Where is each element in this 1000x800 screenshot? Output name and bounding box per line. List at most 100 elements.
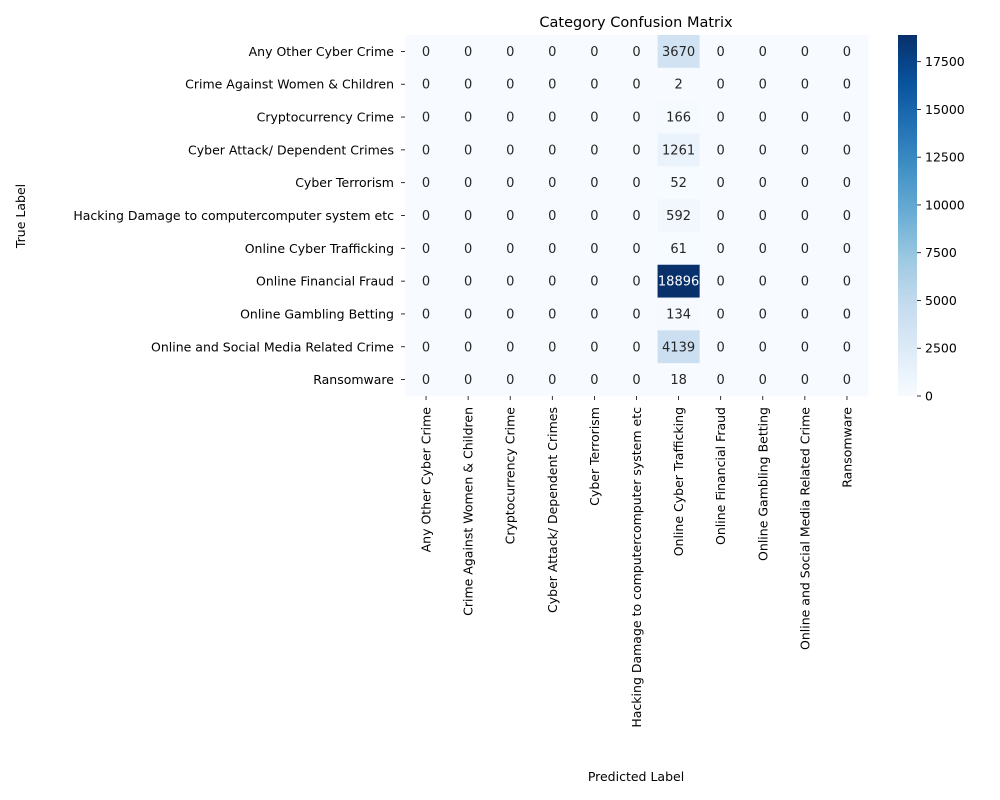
heatmap-cell <box>657 330 701 364</box>
heatmap-cell <box>783 35 827 69</box>
cell-value-label: 0 <box>843 340 851 355</box>
heatmap-cell <box>741 67 785 102</box>
cell-value-label: 0 <box>801 209 809 224</box>
heatmap-cell <box>447 67 490 102</box>
cell-value-label: 3670 <box>662 45 695 60</box>
heatmap-cell <box>657 133 701 167</box>
cell-value-label: 0 <box>506 209 514 224</box>
heatmap-cell <box>783 330 827 364</box>
heatmap-cell <box>699 199 743 233</box>
heatmap-cell <box>573 330 616 364</box>
heatmap-cell <box>405 100 448 134</box>
colorbar-gradient <box>898 35 917 396</box>
heatmap-cell <box>531 100 574 134</box>
cell-value-label: 18896 <box>658 275 699 290</box>
cell-value-label: 0 <box>801 78 809 93</box>
cell-value-label: 0 <box>464 307 472 322</box>
cell-value-label: 0 <box>759 373 767 388</box>
heatmap-cell <box>447 264 490 298</box>
cell-value-label: 0 <box>422 111 430 126</box>
cell-value-label: 0 <box>506 340 514 355</box>
cell-value-label: 1261 <box>662 143 695 158</box>
heatmap-cell <box>699 100 743 134</box>
heatmap-cell <box>489 363 532 397</box>
heatmap-cell <box>405 166 448 200</box>
cell-value-label: 0 <box>548 176 556 191</box>
y-tick-label: Online Gambling Betting <box>240 306 394 321</box>
cell-value-label: 0 <box>759 45 767 60</box>
colorbar-tick-label: 12500 <box>925 150 965 165</box>
cell-value-label: 0 <box>801 307 809 322</box>
x-tick-label: Cyber Attack/ Dependent Crimes <box>545 407 560 613</box>
y-tick-label: Online Financial Fraud <box>256 274 394 289</box>
heatmap-cell <box>531 231 574 266</box>
cell-value-label: 0 <box>843 143 851 158</box>
heatmap-cell <box>783 67 827 102</box>
cell-value-label: 0 <box>506 242 514 257</box>
cell-value-label: 0 <box>801 275 809 290</box>
cell-value-label: 0 <box>548 111 556 126</box>
heatmap-cell <box>825 264 869 298</box>
heatmap-cell <box>531 35 574 69</box>
cell-value-label: 0 <box>801 176 809 191</box>
heatmap-cell <box>657 35 701 69</box>
heatmap-cell <box>825 67 869 102</box>
heatmap-cell <box>447 363 490 397</box>
cell-value-label: 0 <box>759 209 767 224</box>
y-axis-label: True Label <box>13 184 28 249</box>
heatmap-cell <box>489 100 532 134</box>
heatmap-cell <box>741 100 785 134</box>
heatmap-cell <box>489 35 532 69</box>
heatmap-cell <box>783 363 827 397</box>
cell-value-label: 0 <box>717 176 725 191</box>
y-tick-label: Online and Social Media Related Crime <box>151 339 394 354</box>
cell-value-label: 0 <box>590 373 598 388</box>
x-tick-label: Hacking Damage to computercomputer syste… <box>629 407 644 728</box>
heatmap-cell <box>531 363 574 397</box>
heatmap-cell <box>573 67 616 102</box>
y-tick-label: Hacking Damage to computercomputer syste… <box>73 208 394 223</box>
heatmap-cell <box>615 67 658 102</box>
heatmap-cell <box>573 133 616 167</box>
heatmap-cell <box>489 67 532 102</box>
cell-value-label: 0 <box>464 176 472 191</box>
cell-value-label: 0 <box>506 78 514 93</box>
cell-value-label: 0 <box>422 275 430 290</box>
heatmap-cell <box>615 166 658 200</box>
cell-value-label: 0 <box>506 176 514 191</box>
heatmap-cell <box>405 297 448 331</box>
cell-value-label: 2 <box>674 78 682 93</box>
cell-value-label: 0 <box>717 275 725 290</box>
heatmap-cell <box>825 297 869 331</box>
cell-value-label: 0 <box>422 373 430 388</box>
cell-value-label: 0 <box>548 45 556 60</box>
cell-value-label: 0 <box>548 373 556 388</box>
cell-value-label: 0 <box>464 111 472 126</box>
cell-value-label: 0 <box>717 78 725 93</box>
heatmap-cell <box>741 166 785 200</box>
x-tick-label: Cryptocurrency Crime <box>503 407 518 545</box>
heatmap-cell <box>405 264 448 298</box>
cell-value-label: 0 <box>759 242 767 257</box>
cell-value-label: 0 <box>548 143 556 158</box>
cell-value-label: 18 <box>670 373 687 388</box>
heatmap-cell <box>489 231 532 266</box>
cell-value-label: 0 <box>506 275 514 290</box>
cell-value-label: 0 <box>801 340 809 355</box>
heatmap-cell <box>447 330 490 364</box>
heatmap-cell <box>657 67 701 102</box>
heatmap-cell <box>657 297 701 331</box>
heatmap-cell <box>825 363 869 397</box>
heatmap-cell <box>489 297 532 331</box>
cell-value-label: 0 <box>843 307 851 322</box>
x-tick-label: Crime Against Women & Children <box>461 407 476 616</box>
cell-value-label: 0 <box>464 45 472 60</box>
heatmap-cell <box>615 264 658 298</box>
cell-value-label: 0 <box>801 45 809 60</box>
cell-value-label: 0 <box>422 143 430 158</box>
cell-value-label: 0 <box>632 143 640 158</box>
cell-value-label: 0 <box>590 176 598 191</box>
y-axis-ticks: Any Other Cyber Crime Crime Against Women… <box>73 44 405 387</box>
cell-value-label: 0 <box>464 340 472 355</box>
x-tick-label: Cyber Terrorism <box>587 407 602 506</box>
